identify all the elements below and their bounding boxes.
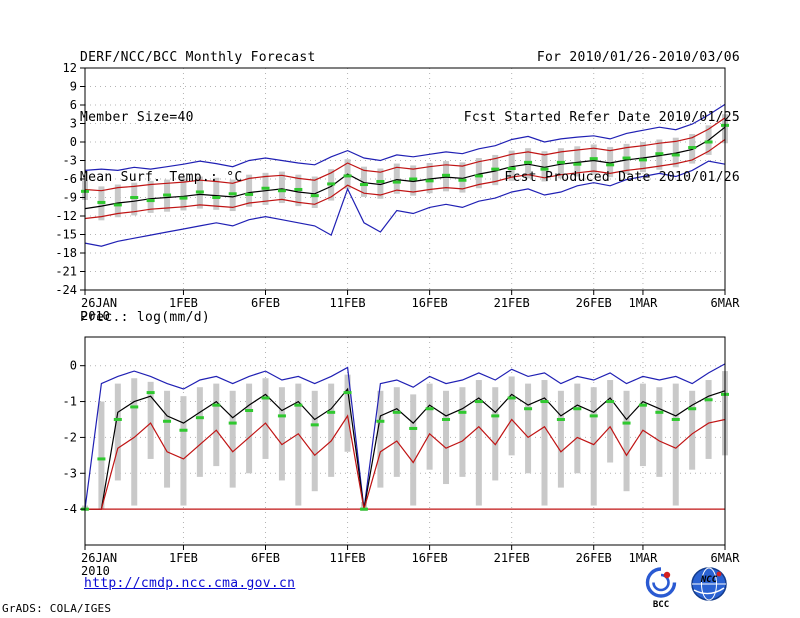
- svg-text:26FEB: 26FEB: [576, 296, 612, 310]
- svg-text:6FEB: 6FEB: [251, 296, 280, 310]
- page-title: DERF/NCC/BCC Monthly Forecast: [80, 50, 316, 65]
- svg-text:-21: -21: [55, 265, 77, 279]
- svg-text:-6: -6: [63, 172, 77, 186]
- svg-text:-9: -9: [63, 191, 77, 205]
- svg-text:21FEB: 21FEB: [494, 296, 530, 310]
- svg-text:6MAR: 6MAR: [711, 296, 741, 310]
- svg-text:16FEB: 16FEB: [412, 296, 448, 310]
- refer-date-label: Fcst Started Refer Date 2010/01/25: [463, 110, 740, 125]
- bcc-logo-icon: BCC: [645, 567, 677, 610]
- svg-text:0: 0: [70, 135, 77, 149]
- precipitation-chart-lower-quartile-line: [85, 414, 726, 510]
- bcc-logo-label: BCC: [653, 600, 669, 610]
- header-left: DERF/NCC/BCC Monthly Forecast Member Siz…: [80, 8, 316, 208]
- svg-text:26JAN: 26JAN: [81, 551, 117, 565]
- svg-text:21FEB: 21FEB: [494, 551, 530, 565]
- svg-text:11FEB: 11FEB: [330, 296, 366, 310]
- ncc-logo-icon: NCC: [691, 567, 727, 601]
- svg-text:12: 12: [63, 61, 77, 75]
- svg-text:6MAR: 6MAR: [711, 551, 741, 565]
- temperature-chart-ensemble-min-line: [84, 160, 726, 247]
- svg-text:-12: -12: [55, 209, 77, 223]
- svg-text:3: 3: [70, 117, 77, 131]
- svg-text:1MAR: 1MAR: [628, 551, 658, 565]
- svg-text:-3: -3: [63, 466, 77, 480]
- svg-text:1MAR: 1MAR: [628, 296, 658, 310]
- temperature-chart-upper-quartile-line: [84, 117, 726, 192]
- ncc-logo-label: NCC: [700, 575, 718, 585]
- svg-text:-24: -24: [55, 283, 77, 297]
- header-right: For 2010/01/26-2010/03/06 Fcst Started R…: [464, 8, 740, 208]
- svg-text:6: 6: [70, 98, 77, 112]
- cmdp-url-link[interactable]: http://cmdp.ncc.cma.gov.cn: [84, 576, 296, 591]
- svg-text:26JAN: 26JAN: [81, 296, 117, 310]
- temperature-chart-title: Mean Surf. Temp.: °C: [80, 170, 243, 185]
- svg-text:-4: -4: [63, 502, 77, 516]
- temperature-chart-ensemble-mean-line: [84, 126, 726, 210]
- svg-text:2010: 2010: [81, 564, 110, 578]
- svg-text:-15: -15: [55, 228, 77, 242]
- svg-text:9: 9: [70, 80, 77, 94]
- precipitation-chart-title: Prec.: log(mm/d): [80, 310, 211, 325]
- svg-text:-1: -1: [63, 395, 77, 409]
- produced-date-label: Fcst Produced Date 2010/01/26: [504, 170, 740, 185]
- svg-text:2010: 2010: [81, 309, 110, 323]
- precipitation-chart-ensemble-mean-line: [85, 387, 726, 510]
- precipitation-chart-ensemble-max-line: [84, 363, 726, 510]
- svg-text:-3: -3: [63, 154, 77, 168]
- temperature-chart-ensemble-median-markers: [81, 123, 729, 207]
- grads-credit: GrADS: COLA/IGES: [2, 602, 112, 615]
- svg-text:6FEB: 6FEB: [251, 551, 280, 565]
- temperature-chart-lower-quartile-line: [84, 139, 726, 220]
- svg-text:0: 0: [70, 359, 77, 373]
- temperature-chart-ensemble-max-line: [84, 103, 726, 172]
- svg-text:11FEB: 11FEB: [330, 551, 366, 565]
- svg-text:16FEB: 16FEB: [412, 551, 448, 565]
- svg-text:-18: -18: [55, 246, 77, 260]
- precipitation-chart-ensemble-median-markers: [81, 391, 729, 511]
- svg-text:1FEB: 1FEB: [169, 551, 198, 565]
- forecast-range-label: For 2010/01/26-2010/03/06: [536, 50, 740, 65]
- svg-text:1FEB: 1FEB: [169, 296, 198, 310]
- svg-text:-2: -2: [63, 430, 77, 444]
- member-size-label: Member Size=40: [80, 110, 194, 125]
- svg-text:26FEB: 26FEB: [576, 551, 612, 565]
